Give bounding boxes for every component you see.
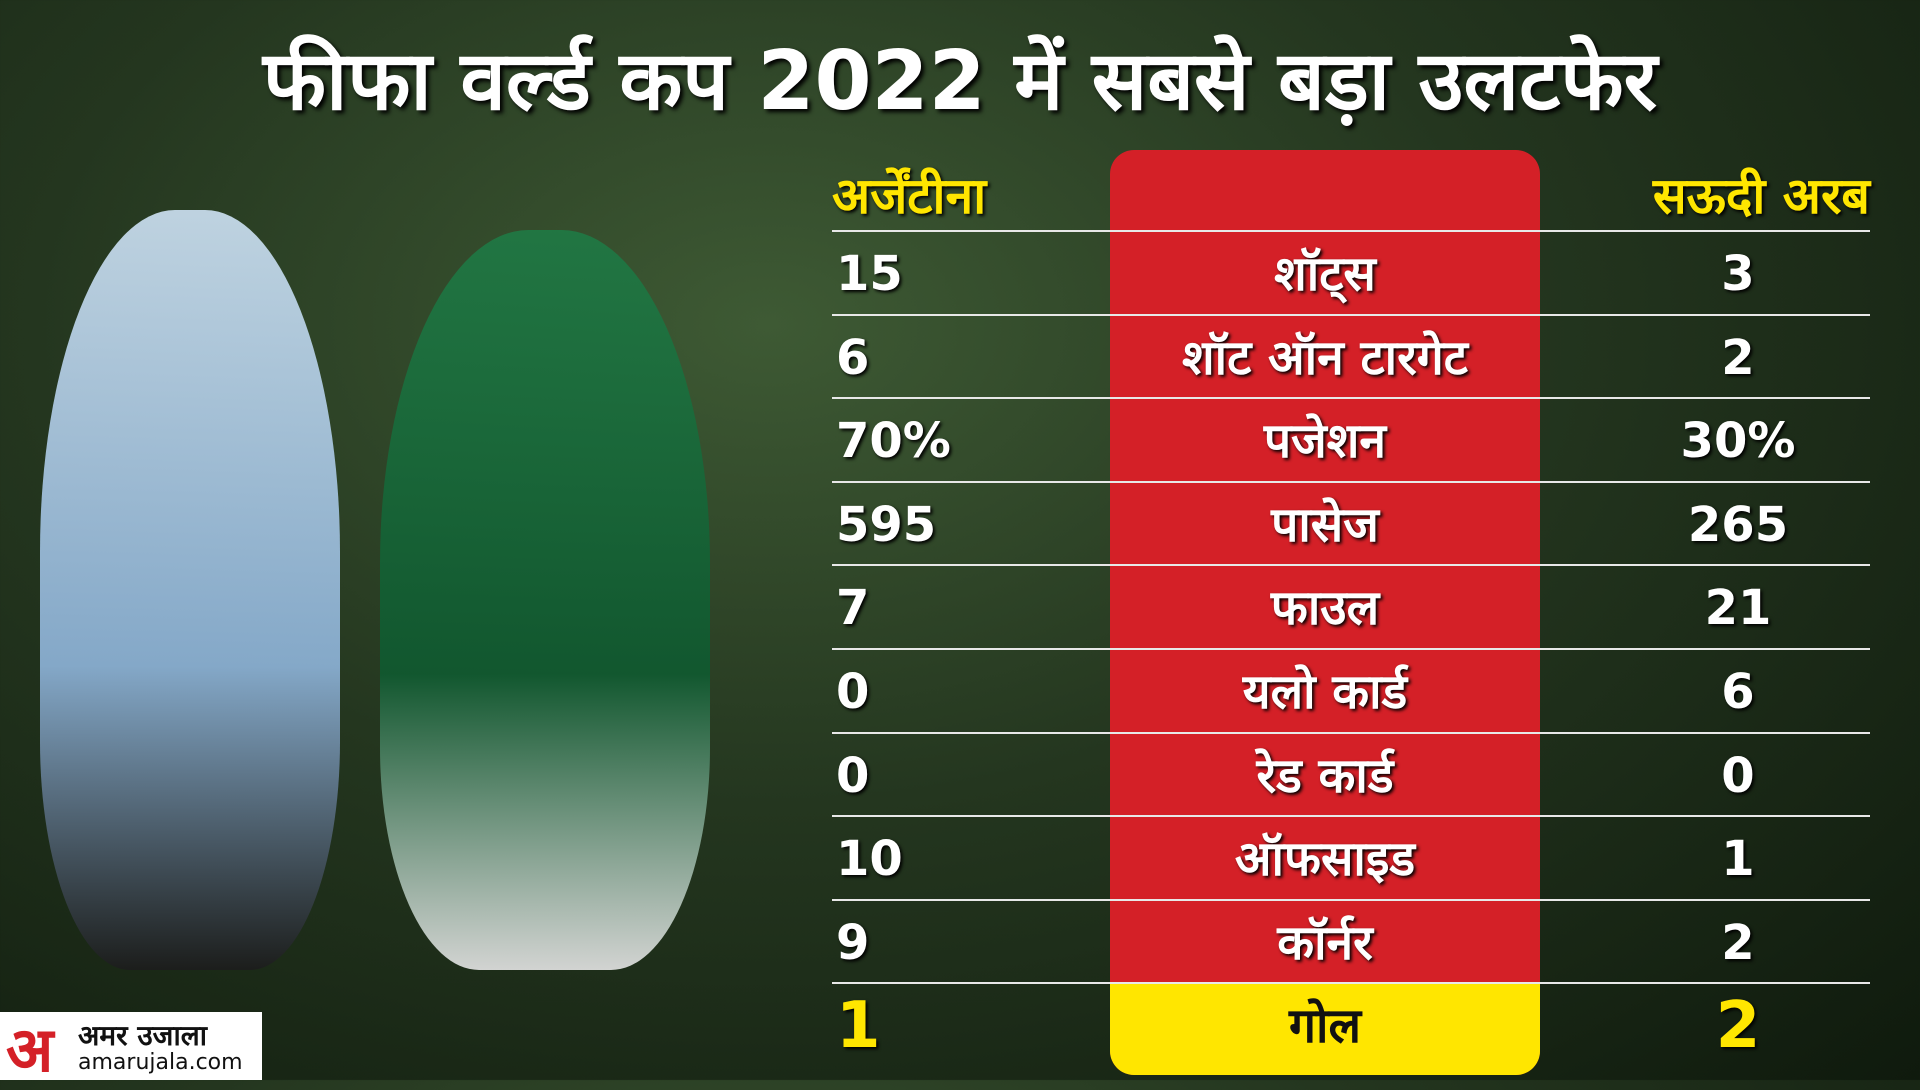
- logo-site: amarujala.com: [78, 1050, 243, 1075]
- left-value: 7: [836, 580, 870, 637]
- left-value: 595: [836, 496, 937, 553]
- logo: अ अमर उजाला amarujala.com: [0, 1012, 262, 1086]
- row-line: [832, 731, 1870, 734]
- title: फीफा वर्ल्ड कप 2022 में सबसे बड़ा उलटफेर: [262, 34, 1658, 129]
- team-right: सऊदी अरब: [1652, 167, 1870, 225]
- left-value: 0: [836, 747, 870, 804]
- row-line: [832, 397, 1870, 400]
- right-value: 0: [1721, 747, 1755, 804]
- left-value: 9: [836, 914, 870, 971]
- row-line: [832, 815, 1870, 818]
- right-value: 1: [1721, 831, 1755, 888]
- stat-label: गोल: [1288, 998, 1361, 1055]
- left-value: 1: [836, 989, 881, 1064]
- row-line: [832, 480, 1870, 483]
- row-line: [832, 648, 1870, 650]
- stat-column-background: [1110, 150, 1540, 1075]
- stat-label: यलो कार्ड: [1242, 664, 1408, 720]
- highlight-row: [1110, 984, 1540, 1075]
- team-left: अर्जेंटीना: [832, 167, 987, 225]
- right-value: 2: [1721, 329, 1755, 386]
- right-value: 2: [1715, 989, 1761, 1064]
- left-value: 6: [836, 329, 870, 386]
- left-value: 10: [836, 831, 903, 888]
- left-value: 0: [836, 664, 870, 720]
- right-value: 6: [1721, 664, 1755, 720]
- stat-label: पासेज: [1271, 496, 1379, 553]
- stat-label: कॉर्नर: [1277, 914, 1373, 971]
- left-value: 15: [836, 246, 903, 302]
- player-image-argentina: [40, 210, 340, 970]
- row-line: [832, 982, 1870, 985]
- stat-label: रेड कार्ड: [1256, 747, 1394, 804]
- right-value: 21: [1704, 580, 1772, 637]
- right-value: 30%: [1680, 413, 1796, 470]
- player-image-saudi: [380, 230, 710, 970]
- right-value: 3: [1721, 246, 1755, 302]
- row-line: [832, 564, 1870, 567]
- stat-label: फाउल: [1270, 580, 1380, 637]
- stat-label: शॉट्स: [1274, 246, 1376, 302]
- row-line: [832, 313, 1870, 316]
- right-value: 265: [1687, 496, 1789, 553]
- right-value: 2: [1721, 914, 1755, 971]
- stat-label: पजेशन: [1263, 413, 1387, 470]
- row-line: [832, 898, 1870, 901]
- stat-label: शॉट ऑन टारगेट: [1182, 329, 1468, 386]
- logo-mark: अ: [6, 1013, 54, 1086]
- row-line: [832, 230, 1870, 232]
- left-value: 70%: [836, 413, 951, 470]
- logo-name: अमर उजाला: [78, 1019, 207, 1052]
- stat-label: ऑफसाइड: [1234, 831, 1416, 888]
